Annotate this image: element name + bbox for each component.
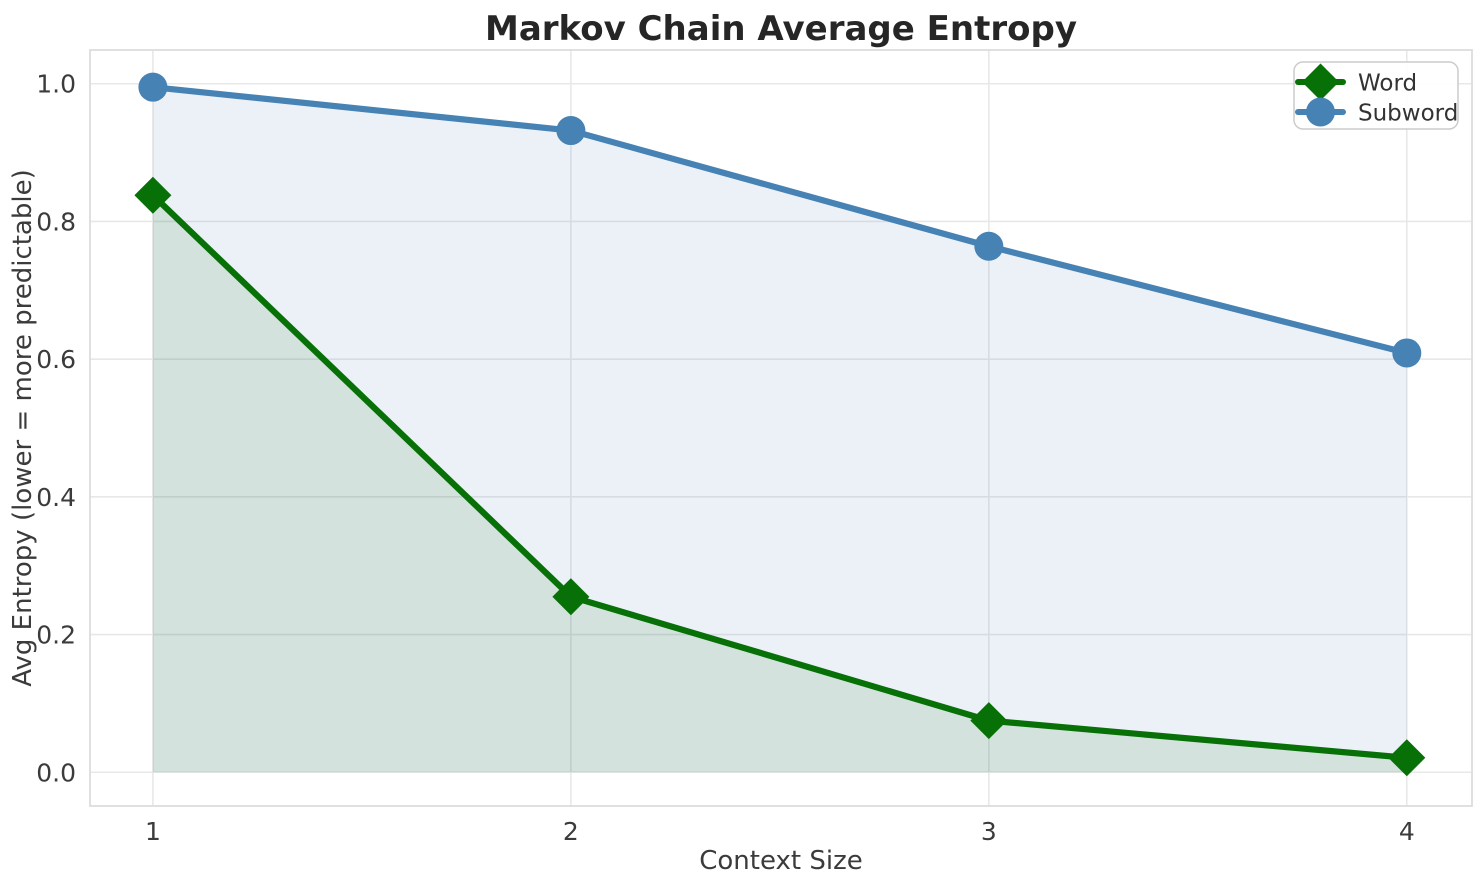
series-word-diamond-marker <box>552 578 590 616</box>
y-tick-label: 0.6 <box>36 345 76 374</box>
y-tick-label: 1.0 <box>36 70 76 99</box>
legend-entry-word-diamond-marker <box>1302 63 1339 101</box>
x-tick-label: 1 <box>145 817 161 846</box>
x-tick-labels: 1 2 3 4 <box>145 817 1415 846</box>
legend: Word Subword <box>1293 61 1459 130</box>
series-word-diamond-marker <box>134 176 172 214</box>
chart-title: Markov Chain Average Entropy <box>485 9 1077 49</box>
area-fill-layer <box>152 87 1407 773</box>
area-fill-subword <box>152 87 1407 773</box>
x-tick-label: 3 <box>981 817 997 846</box>
series-subword-circle-marker <box>138 72 168 102</box>
y-axis-label: Avg Entropy (lower = more predictable) <box>8 169 38 687</box>
legend-rows: Word Subword <box>1295 63 1458 127</box>
legend-entry-word-label: Word <box>1358 71 1417 97</box>
series-word-diamond-marker <box>970 702 1008 740</box>
y-tick-label: 0.8 <box>36 207 76 236</box>
y-tick-label: 0.4 <box>36 483 76 512</box>
series-word-line <box>149 192 1410 761</box>
series-word-diamond-marker <box>1388 739 1426 777</box>
legend-entry-word: Word <box>1295 63 1417 101</box>
x-tick-label: 2 <box>563 817 579 846</box>
plot-border <box>89 49 1473 807</box>
series-subword-line <box>149 84 1410 357</box>
y-tick-label: 0.0 <box>36 758 76 787</box>
legend-entry-subword: Subword <box>1295 97 1458 127</box>
x-axis-label: Context Size <box>699 846 863 876</box>
x-tick-label: 4 <box>1399 817 1415 846</box>
series-subword-circle-marker <box>1392 338 1422 368</box>
legend-entry-subword-label: Subword <box>1358 101 1458 127</box>
series-layer <box>134 72 1426 777</box>
legend-entry-subword-circle-marker <box>1306 97 1335 127</box>
series-subword-circle-marker <box>974 231 1004 261</box>
series-subword-circle-marker <box>556 116 586 146</box>
grid-layer <box>90 50 1472 806</box>
y-tick-label: 0.2 <box>36 621 76 650</box>
area-fill-word <box>152 195 1407 773</box>
y-tick-labels: 0.0 0.2 0.4 0.6 0.8 1.0 <box>36 70 76 788</box>
